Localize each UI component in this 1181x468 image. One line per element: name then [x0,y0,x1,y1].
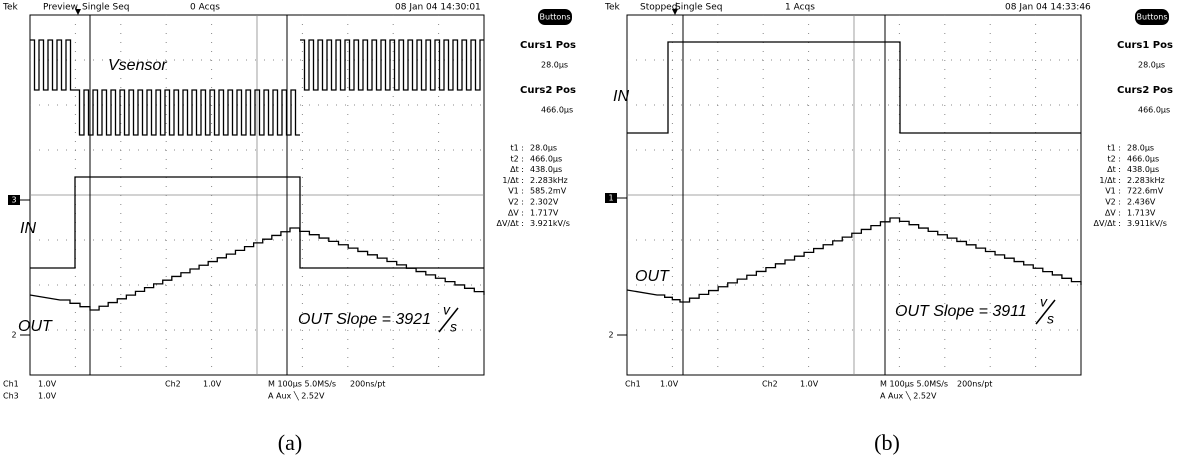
cursor-value: 466.0μs [1138,106,1170,115]
readout-label: Δt : [510,165,524,174]
channel-marker: 2 [11,331,16,340]
header-brand: Tek [604,3,621,13]
readout-label: ΔV/Δt : [1094,219,1122,228]
readout-label: ΔV : [1105,208,1121,217]
readout-value: 28.0μs [530,144,557,153]
readout-label: V1 : [1105,187,1121,196]
header-timestamp: 08 Jan 04 14:30:01 [395,3,481,13]
readout-value: 466.0μs [1127,154,1159,163]
footer-text: 1.0V [38,380,57,389]
header-acqs: 0 Acqs [190,3,220,13]
readout-value: 1.713V [1127,208,1156,217]
header-mode: Preview [43,3,78,13]
scope-panel: Tek Preview Single Seq 0 Acqs 08 Jan 04 14:3… [2,3,576,456]
readout-value: 722.6mV [1127,187,1164,196]
footer-text: 1.0V [660,380,679,389]
cursor-title: Curs1 Pos [1117,40,1173,51]
trace-label: IN [613,88,629,105]
caption: (b) [874,430,900,455]
channel-marker: 2 [608,331,613,340]
readout-value: 466.0μs [530,154,562,163]
readout-value: 438.0μs [530,165,562,174]
trace-label: Vsensor [108,57,167,74]
readout-value: 2.283kHz [1127,176,1165,185]
footer-text: A Aux ╲ 2.52V [880,391,937,401]
readout-value: 438.0μs [1127,165,1159,174]
header-brand: Tek [2,3,19,13]
cursor-value: 466.0μs [541,106,573,115]
trace-label: IN [20,220,36,237]
figure: Tek Preview Single Seq 0 Acqs 08 Jan 04 14:3… [0,0,1181,468]
header-trigger: Single Seq [82,3,130,13]
readout-label: V2 : [1105,198,1121,207]
header-trigger: Single Seq [675,3,723,13]
readout-value: 1.717V [530,208,559,217]
buttons-label: Buttons [1137,13,1168,22]
readout-value: 3.911kV/s [1127,219,1167,228]
footer-text: 1.0V [800,380,819,389]
cursor-value: 28.0μs [1138,61,1165,70]
footer-text: 200ns/pt [350,380,385,389]
readout-label: V1 : [508,187,524,196]
footer-text: 1.0V [203,380,222,389]
readout-label: V2 : [508,198,524,207]
footer-text: 200ns/pt [957,380,992,389]
readout-label: ΔV : [508,208,524,217]
footer-text: 1.0V [38,392,57,401]
readout-value: 28.0μs [1127,144,1154,153]
readout-value: 2.302V [530,198,559,207]
header-timestamp: 08 Jan 04 14:33:46 [1005,3,1091,13]
footer-text: Ch1 [625,380,641,389]
cursor-title: Curs2 Pos [520,85,576,96]
footer-text: Ch1 [3,380,19,389]
header-mode: Stopped [640,3,677,13]
footer-text: A Aux ╲ 2.52V [268,391,325,401]
readout-label: t1 : [511,144,524,153]
readout-value: 3.921kV/s [530,219,570,228]
footer-text: M 100μs 5.0MS/s [880,380,948,389]
readout-value: 2.436V [1127,198,1156,207]
readout-label: t2 : [1108,154,1121,163]
footer-text: M 100μs 5.0MS/s [268,380,336,389]
slope-unit-num: v [443,302,451,318]
readout-label: ΔV/Δt : [497,219,525,228]
footer-text: Ch2 [762,380,778,389]
cursor-title: Curs1 Pos [520,40,576,51]
cursor-value: 28.0μs [541,61,568,70]
slope-unit-num: v [1040,294,1048,310]
readout-label: Δt : [1107,165,1121,174]
slope-label: OUT Slope = 3911 [895,303,1027,320]
slope-unit-den: s [1047,311,1054,327]
footer-text: Ch3 [3,392,19,401]
readout-label: t2 : [511,154,524,163]
readout-label: t1 : [1108,144,1121,153]
footer-text: Ch2 [165,380,181,389]
slope-unit-den: s [450,319,457,335]
readout-value: 585.2mV [530,187,567,196]
cursor-title: Curs2 Pos [1117,85,1173,96]
readout-label: 1/Δt : [1099,176,1121,185]
header-acqs: 1 Acqs [785,3,815,13]
readout-label: 1/Δt : [502,176,524,185]
trace-label: OUT [18,318,53,335]
slope-label: OUT Slope = 3921 [298,311,431,328]
channel-marker: 1 [608,194,613,203]
readout-value: 2.283kHz [530,176,568,185]
channel-marker: 3 [11,196,16,205]
buttons-label: Buttons [540,13,571,22]
trace-label: OUT [635,268,670,285]
caption: (a) [278,430,302,455]
